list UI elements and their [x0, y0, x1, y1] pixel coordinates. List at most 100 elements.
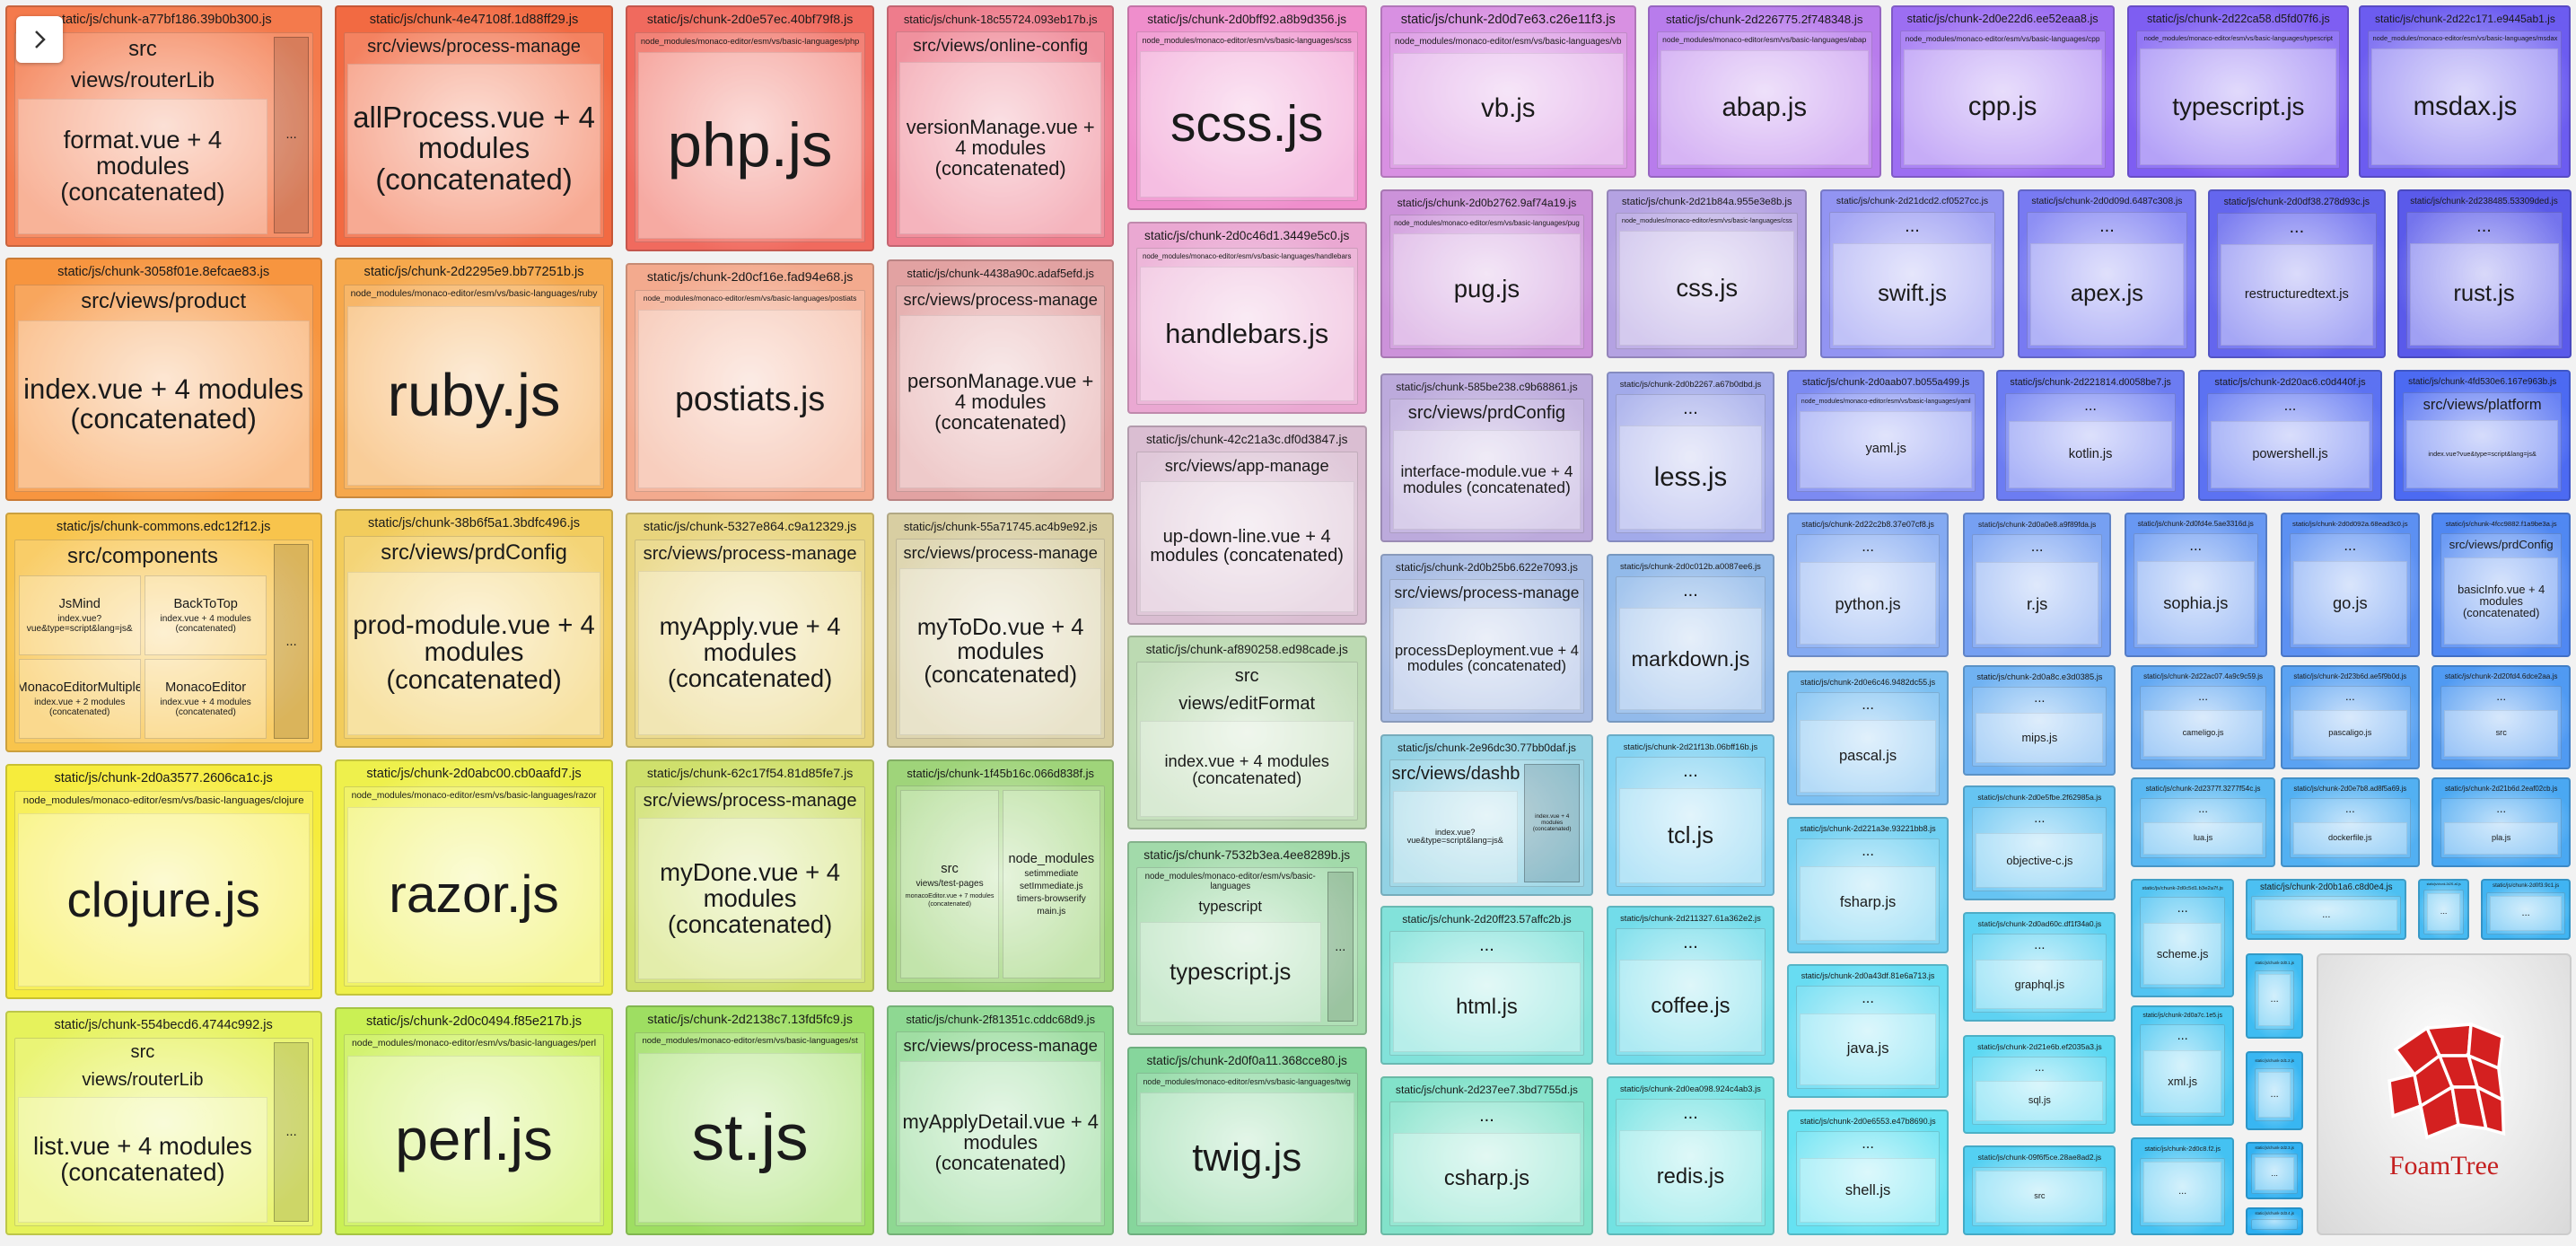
chunk-tile[interactable]: static/js/chunk-2d2f1.a0.js...	[2418, 879, 2469, 940]
chunk-tile[interactable]: static/js/chunk-585be238.c9b68861.js src/…	[1380, 373, 1594, 542]
chunk-tile[interactable]: static/js/chunk-2d0c5d1.b3e2a7f.js... sch…	[2131, 879, 2235, 997]
chunk-tile[interactable]: static/js/chunk-2d0d09d.6487c308.js... ap…	[2017, 189, 2197, 358]
sidebar-toggle[interactable]	[16, 16, 63, 63]
chunk-tile[interactable]: static/js/chunk-38b6f5a1.3bdfc496.js src/…	[335, 509, 613, 748]
chunk-tile[interactable]: static/js/chunk-554becd6.4744c992.js src v…	[4, 1010, 322, 1236]
chunk-tile[interactable]: static/js/chunk-2d0e5fbe.2f62985a.js... o…	[1963, 785, 2116, 900]
chunk-title: static/js/chunk-2d238485.53309ded.js	[2410, 196, 2558, 206]
chunk-tile[interactable]: static/js/chunk-2d0e57ec.40bf79f8.js node…	[626, 4, 874, 252]
chunk-tile[interactable]: static/js/chunk-2d0b25b6.622e7093.js src/…	[1380, 553, 1594, 724]
chunk-tile[interactable]: static/js/chunk-2d21b6d.2eaf02cb.js... pl…	[2431, 777, 2572, 868]
chunk-tile[interactable]: static/js/chunk-2f81351c.cddc68d9.js src/…	[887, 1005, 1114, 1236]
chunk-tile[interactable]: static/js/chunk-2d0f0a11.368cce80.js node…	[1126, 1046, 1367, 1236]
chunk-tile[interactable]: static/js/chunk-2d20ff23.57affc2b.js... h…	[1380, 905, 1594, 1065]
module-group: ... less.js	[1616, 393, 1766, 534]
chunk-tile[interactable]: static/js/chunk-2d21dcd2.cf0527cc.js... s…	[1820, 189, 2004, 358]
chunk-title: static/js/chunk-42c21a3c.df0d3847.js	[1145, 433, 1348, 447]
chunk-tile[interactable]: static/js/chunk-2d0c012b.a0087ee6.js... m…	[1607, 553, 1774, 724]
chunk-tile[interactable]: static/js/chunk-commons.edc12f12.js src/c…	[4, 513, 322, 753]
module-items: JsMind index.vue?vue&type=script&lang=js&…	[18, 575, 267, 740]
chunk-tile[interactable]: static/js/chunk-2d2.3.js...	[2246, 1142, 2304, 1200]
chunk-tile[interactable]: static/js/chunk-2d0b2267.a67b0dbd.js... l…	[1607, 371, 1774, 543]
chunk-tile[interactable]: static/js/chunk-2d0ad60c.df1f34a0.js... g…	[1963, 911, 2116, 1022]
folder-label: ...	[1862, 696, 1874, 713]
chunk-tile[interactable]: static/js/chunk-2d0a0e8.a9f89fda.js... r.…	[1963, 513, 2111, 658]
chunk-tile[interactable]: static/js/chunk-2d0aab07.b055a499.js node…	[1787, 369, 1985, 502]
chunk-tile[interactable]: static/js/chunk-2d0e6c46.9482dc55.js... p…	[1787, 670, 1949, 805]
chunk-tile[interactable]: static/js/chunk-2d0a3577.2606ca1c.js node…	[4, 764, 322, 999]
module-group: ... python.js	[1796, 534, 1940, 649]
chunk-tile[interactable]: static/js/chunk-1f45b16c.066d838f.js src v…	[887, 759, 1114, 993]
chunk-tile[interactable]: static/js/chunk-2e96dc30.77bb0daf.js src/…	[1380, 734, 1594, 896]
chunk-title: static/js/chunk-2d2.3.js	[2255, 1145, 2294, 1151]
chunk-tile[interactable]: static/js/chunk-2d0e6553.e47b8690.js... s…	[1787, 1109, 1949, 1236]
chunk-tile[interactable]: static/js/chunk-2d221814.d0058be7.js... k…	[1995, 369, 2186, 502]
module-label: html.js	[1392, 961, 1582, 1052]
chunk-tile[interactable]: static/js/chunk-2d21e6b.ef2035a3.js... sq…	[1963, 1035, 2116, 1134]
chunk-tile[interactable]: static/js/chunk-2d238485.53309ded.js... r…	[2396, 189, 2572, 358]
chunk-tile[interactable]: static/js/chunk-2d0abc00.cb0aafd7.js node…	[335, 759, 613, 996]
chunk-tile[interactable]: static/js/chunk-2d0f3.9c1.js...	[2480, 879, 2572, 940]
chunk-tile[interactable]: static/js/chunk-af890258.ed98cade.js src v…	[1126, 636, 1367, 830]
chunk-tile[interactable]: static/js/chunk-5327e864.c9a12329.js src/…	[626, 513, 874, 748]
chunk-tile[interactable]: static/js/chunk-2d0e22d6.ee52eaa8.js node…	[1890, 4, 2115, 178]
chunk-tile[interactable]: static/js/chunk-2d0ea098.924c4ab3.js... r…	[1607, 1075, 1774, 1236]
chunk-tile[interactable]: static/js/chunk-55a71745.ac4b9e92.js src/…	[887, 513, 1114, 748]
chunk-tile[interactable]: static/js/chunk-42c21a3c.df0d3847.js src/…	[1126, 426, 1367, 625]
chunk-tile[interactable]: static/js/chunk-2d0a8c.e3d0385.js... mips…	[1963, 665, 2116, 776]
module-label: xml.js	[2143, 1049, 2222, 1113]
chunk-tile[interactable]: static/js/chunk-2d0c46d1.3449e5c0.js node…	[1126, 222, 1367, 415]
chunk-tile[interactable]: static/js/chunk-2d0d7e63.c26e11f3.js node…	[1380, 4, 1636, 178]
chunk-tile[interactable]: static/js/chunk-4fd530e6.167e963b.js src/…	[2393, 369, 2572, 502]
chunk-tile[interactable]: static/js/chunk-4fcc9882.f1a9be3a.js src/…	[2431, 513, 2572, 658]
chunk-tile[interactable]: static/js/chunk-2d22c171.e9445ab1.js node…	[2359, 4, 2572, 178]
chunk-tile[interactable]: static/js/chunk-a77bf186.39b0b300.js src v…	[4, 4, 322, 247]
chunk-tile[interactable]: static/js/chunk-2d211327.61a362e2.js... c…	[1607, 905, 1774, 1065]
chunk-tile[interactable]: static/js/chunk-2d22c2b8.37e07cf8.js... p…	[1787, 513, 1949, 658]
chunk-tile[interactable]: static/js/chunk-2d0fd4e.5ae3316d.js... so…	[2124, 513, 2267, 658]
chunk-tile[interactable]: static/js/chunk-2d0b1a6.c8d0e4.js...	[2246, 879, 2407, 940]
chunk-tile[interactable]: static/js/chunk-62c17f54.81d85fe7.js src/…	[626, 759, 874, 993]
chunk-tile[interactable]: static/js/chunk-2d20ac6.c0d440f.js... pow…	[2198, 369, 2382, 502]
chunk-tile[interactable]: static/js/chunk-2d21b84a.955e3e8b.js node…	[1607, 189, 1808, 358]
module-group: ...	[2485, 892, 2566, 934]
chunk-tile[interactable]: static/js/chunk-2d226775.2f748348.js node…	[1647, 4, 1881, 178]
chunk-tile[interactable]: static/js/chunk-7532b3ea.4ee8289b.js node…	[1126, 841, 1367, 1036]
chunk-tile[interactable]: static/js/chunk-2d2138c7.13fd5fc9.js node…	[626, 1005, 874, 1236]
chunk-tile[interactable]: static/js/chunk-2d0c8.f2.js...	[2131, 1136, 2235, 1236]
module-label: swift.js	[1833, 242, 1992, 346]
chunk-tile[interactable]: static/js/chunk-2d22ca58.d5fd07f6.js node…	[2127, 4, 2350, 178]
chunk-tile[interactable]: static/js/chunk-2d2377f.3277f54c.js... lu…	[2131, 777, 2276, 868]
chunk-tile[interactable]: static/js/chunk-18c55724.093eb17b.js src/…	[887, 4, 1114, 247]
chunk-tile[interactable]: static/js/chunk-2d22ac07.4a9c9c59.js... c…	[2131, 665, 2276, 769]
module-column: src/views/dashboard index.vue?vue&type=sc…	[1390, 760, 1520, 885]
chunk-tile[interactable]: static/js/chunk-2d0df38.278d93c.js... res…	[2208, 189, 2386, 358]
chunk-tile[interactable]: static/js/chunk-4e47108f.1d88ff29.js src/…	[335, 4, 613, 247]
more-modules: ...	[274, 36, 309, 233]
chunk-tile[interactable]: static/js/chunk-2d1.2.js...	[2246, 1051, 2304, 1131]
chunk-tile[interactable]: static/js/chunk-2d0a43df.81e6a713.js... j…	[1787, 964, 1949, 1098]
chunk-tile[interactable]: static/js/chunk-2d0e7b8.ad8f5a69.js... do…	[2280, 777, 2421, 868]
chunk-tile[interactable]: static/js/chunk-2d0cf16e.fad94e68.js node…	[626, 262, 874, 502]
chunk-tile[interactable]: static/js/chunk-2d3.4.js	[2246, 1207, 2304, 1236]
chunk-tile[interactable]: static/js/chunk-2d21f13b.06bff16b.js... t…	[1607, 734, 1774, 896]
chunk-tile[interactable]: static/js/chunk-2d221a3e.93221bb8.js... f…	[1787, 816, 1949, 953]
chunk-tile[interactable]: static/js/chunk-2d0b2762.9af74a19.js node…	[1380, 189, 1594, 358]
chunk-tile[interactable]: static/js/chunk-4438a90c.adaf5efd.js src/…	[887, 259, 1114, 502]
chunk-tile[interactable]: static/js/chunk-2d0d092a.68ead3c0.js... g…	[2280, 513, 2421, 658]
module-label: csharp.js	[1392, 1132, 1582, 1224]
chunk-tile[interactable]: static/js/chunk-2d0.1.js...	[2246, 952, 2304, 1039]
chunk-tile[interactable]: static/js/chunk-2d0bff92.a8b9d356.js node…	[1126, 4, 1367, 211]
chunk-tile[interactable]: static/js/chunk-09f6f5ce.28ae8ad2.js src	[1963, 1145, 2116, 1236]
module-group: ...	[2251, 1154, 2299, 1195]
chunk-tile[interactable]: static/js/chunk-2d237ee7.3bd7755d.js... c…	[1380, 1075, 1594, 1236]
module-column: ...	[2141, 1159, 2224, 1226]
chunk-tile[interactable]: static/js/chunk-2d0a7c.1e5.js... xml.js	[2131, 1005, 2235, 1126]
chunk-tile[interactable]: static/js/chunk-2d0c0494.f85e217b.js node…	[335, 1007, 613, 1236]
chunk-tile[interactable]: static/js/chunk-2d20fd4.6dce2aa.js... src	[2431, 665, 2572, 769]
chunk-tile[interactable]: static/js/chunk-2d2295e9.bb77251b.js node…	[335, 258, 613, 498]
module-group: ... shell.js	[1796, 1130, 1940, 1227]
module-column: src views/routerLib format.vue + 4 modules…	[15, 33, 271, 237]
chunk-tile[interactable]: static/js/chunk-3058f01e.8efcae83.js src/…	[4, 258, 322, 502]
chunk-tile[interactable]: static/js/chunk-2d23b6d.ae5f9b0d.js... pa…	[2280, 665, 2421, 769]
